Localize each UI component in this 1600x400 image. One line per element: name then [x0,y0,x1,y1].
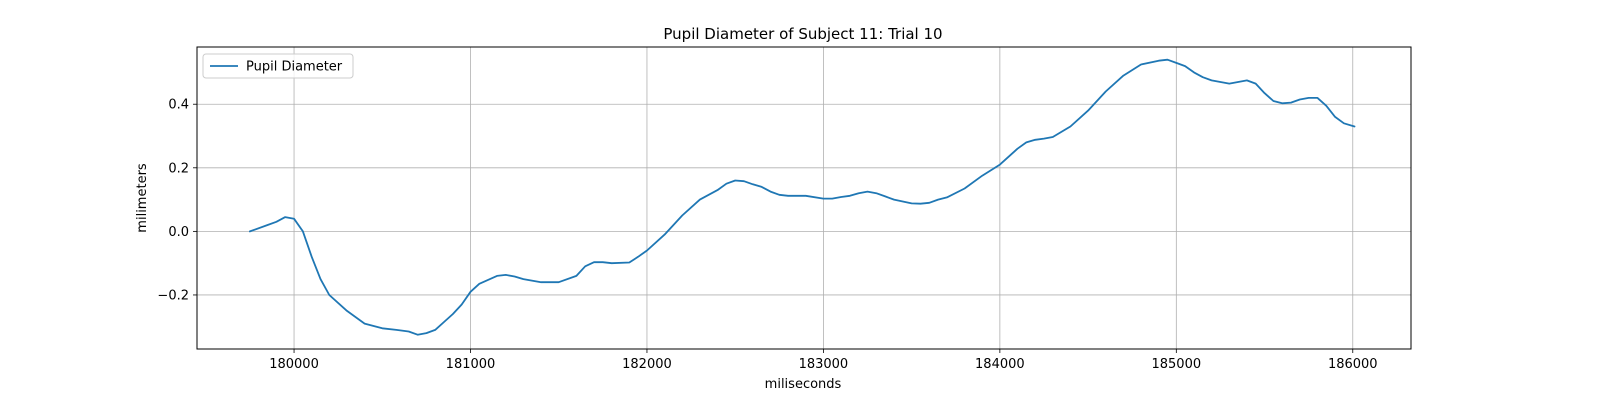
x-tick-label: 181000 [446,357,496,372]
y-axis-ticks: −0.2 0.0 0.2 0.4 [157,98,197,303]
x-tick-label: 184000 [975,357,1025,372]
plot-frame [196,46,1412,350]
chart-title: Pupil Diameter of Subject 11: Trial 10 [663,25,942,43]
y-tick-label: 0.4 [168,98,189,113]
legend-label: Pupil Diameter [246,60,343,75]
x-axis-ticks: 180000 181000 182000 183000 184000 185000 1860… [269,349,1378,372]
x-tick-label: 183000 [799,357,849,372]
x-tick-label: 186000 [1328,357,1378,372]
x-tick-label: 182000 [622,357,672,372]
y-axis-title: milimeters [135,163,150,233]
x-tick-label: 185000 [1151,357,1201,372]
legend: Pupil Diameter [202,53,354,79]
series-line-pupil-diameter [249,58,1356,336]
grid-lines [197,47,1411,349]
x-tick-label: 180000 [269,357,319,372]
y-tick-label: 0.0 [168,225,189,240]
x-axis-title: miliseconds [765,377,842,392]
y-tick-label: −0.2 [157,288,189,303]
series-layer [249,58,1356,336]
legend-box [202,53,354,79]
y-tick-label: 0.2 [168,161,189,176]
